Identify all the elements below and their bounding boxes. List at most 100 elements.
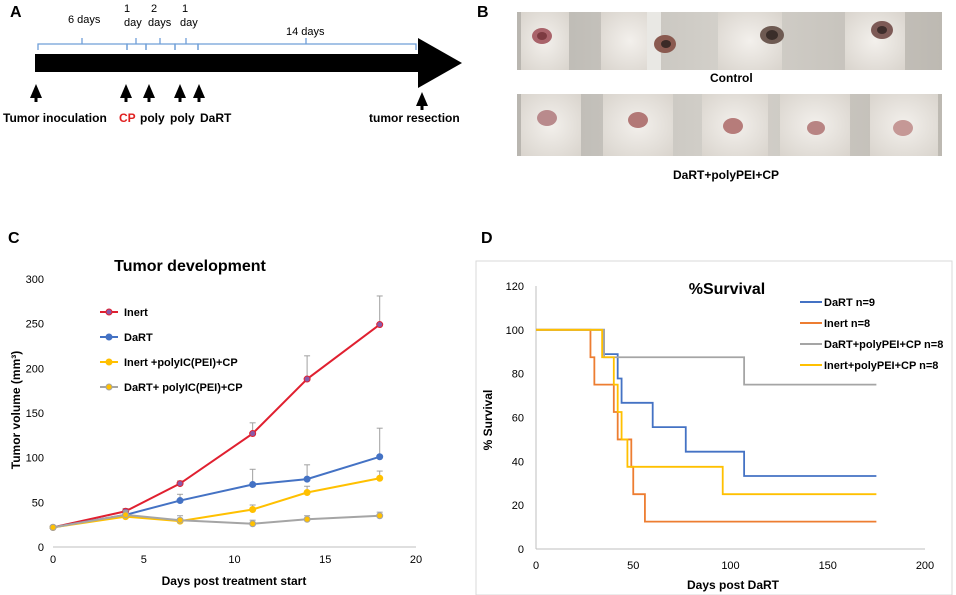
duration-braces — [37, 38, 417, 50]
x-tick-label: 5 — [141, 554, 147, 566]
y-tick-label: 300 — [26, 274, 44, 286]
duration-1day-a-num: 1 — [124, 3, 130, 15]
data-point — [49, 523, 57, 531]
legend-label: DaRT+polyPEI+CP n=8 — [824, 339, 943, 351]
data-point — [376, 512, 384, 520]
y-tick-label: 100 — [26, 453, 44, 465]
data-point — [376, 453, 384, 461]
x-axis-label: Days post treatment start — [162, 574, 307, 588]
y-axis-label: % Survival — [481, 390, 495, 451]
legend-marker — [105, 308, 113, 316]
mouse-photo — [603, 94, 673, 156]
y-tick-label: 150 — [26, 408, 44, 420]
y-tick-label: 60 — [512, 413, 524, 425]
y-tick-label: 40 — [512, 456, 524, 468]
data-point — [249, 430, 257, 438]
y-axis-label: Tumor volume (mm³) — [9, 351, 23, 469]
data-point — [176, 516, 184, 524]
event-tumor-inoculation: Tumor inoculation — [3, 111, 107, 125]
data-point — [303, 375, 311, 383]
series-line — [52, 323, 381, 529]
x-tick-label: 15 — [319, 554, 331, 566]
survival-chart: %Survival Days post DaRT % Survival 0 50 1… — [481, 281, 943, 592]
x-tick-label: 0 — [533, 560, 539, 572]
survival-step-line — [536, 328, 877, 523]
treated-photo-strip — [517, 94, 942, 156]
x-tick-label: 50 — [627, 560, 639, 572]
survival-step-line — [536, 328, 877, 477]
data-point — [249, 480, 257, 488]
legend-marker — [105, 383, 113, 391]
duration-6days: 6 days — [68, 14, 101, 26]
legend-label: DaRT — [124, 332, 153, 344]
timeline: 6 days 1 day 2 days 1 day 14 days Tumor … — [3, 3, 462, 125]
duration-1day-b-unit: day — [180, 17, 198, 29]
y-tick-label: 100 — [506, 325, 524, 337]
data-point — [303, 515, 311, 523]
y-tick-label: 250 — [26, 319, 44, 331]
panel-label-b: B — [477, 4, 489, 21]
series-line — [52, 513, 380, 529]
photo-panel: Control DaRT+polyP — [517, 12, 942, 182]
event-arrows — [30, 84, 428, 110]
treated-label: DaRT+polyPEI+CP — [673, 168, 779, 182]
x-tick-label: 200 — [916, 560, 934, 572]
event-poly-2: poly — [170, 111, 195, 125]
duration-1day-b-num: 1 — [182, 3, 188, 15]
data-point — [303, 475, 311, 483]
mouse-photo — [521, 94, 581, 156]
data-point — [249, 505, 257, 513]
duration-2days-unit: days — [148, 17, 172, 29]
chart-title: %Survival — [689, 281, 765, 298]
timeline-bar — [35, 54, 420, 72]
chart-title: Tumor development — [114, 258, 266, 275]
x-tick-label: 150 — [819, 560, 837, 572]
mouse-photo — [601, 12, 676, 70]
legend-label: Inert n=8 — [824, 318, 870, 330]
duration-1day-a-unit: day — [124, 17, 142, 29]
data-point — [176, 497, 184, 505]
control-label: Control — [710, 71, 753, 85]
y-tick-label: 80 — [512, 369, 524, 381]
mouse-photo — [780, 94, 850, 156]
series-line — [52, 477, 380, 529]
event-poly-1: poly — [140, 111, 165, 125]
legend-marker — [105, 333, 113, 341]
mouse-photo — [521, 12, 569, 70]
x-tick-label: 100 — [721, 560, 739, 572]
y-tick-label: 20 — [512, 500, 524, 512]
duration-2days-num: 2 — [151, 3, 157, 15]
legend-label: Inert+polyPEI+CP n=8 — [824, 360, 938, 372]
event-tumor-resection: tumor resection — [369, 111, 460, 125]
x-tick-label: 10 — [228, 554, 240, 566]
legend-label: Inert +polyIC(PEI)+CP — [124, 357, 238, 369]
series-0 — [49, 295, 384, 531]
x-tick-label: 0 — [50, 554, 56, 566]
mouse-photo — [870, 94, 938, 156]
event-dart: DaRT — [200, 111, 232, 125]
mouse-photo — [718, 12, 784, 70]
y-tick-label: 50 — [32, 497, 44, 509]
mouse-photo — [845, 12, 905, 70]
panel-label-c: C — [8, 230, 20, 247]
survival-step-line — [536, 328, 877, 496]
legend-label: DaRT+ polyIC(PEI)+CP — [124, 382, 243, 394]
x-tick-label: 20 — [410, 554, 422, 566]
survival-chart-frame — [475, 260, 953, 595]
data-point — [376, 321, 384, 329]
panel-label-a: A — [10, 4, 22, 21]
y-tick-label: 120 — [506, 281, 524, 293]
legend-label: Inert — [124, 307, 148, 319]
series-3 — [49, 510, 384, 531]
y-tick-label: 0 — [38, 542, 44, 554]
data-point — [303, 489, 311, 497]
legend-label: DaRT n=9 — [824, 297, 875, 309]
panel-label-d: D — [481, 230, 493, 247]
tumor-development-chart: Tumor development Days post treatment st… — [9, 258, 422, 588]
control-photo-strip — [517, 12, 942, 70]
data-point — [122, 511, 130, 519]
x-axis-label: Days post DaRT — [687, 578, 780, 592]
timeline-arrowhead — [418, 38, 462, 88]
event-cp: CP — [119, 111, 136, 125]
